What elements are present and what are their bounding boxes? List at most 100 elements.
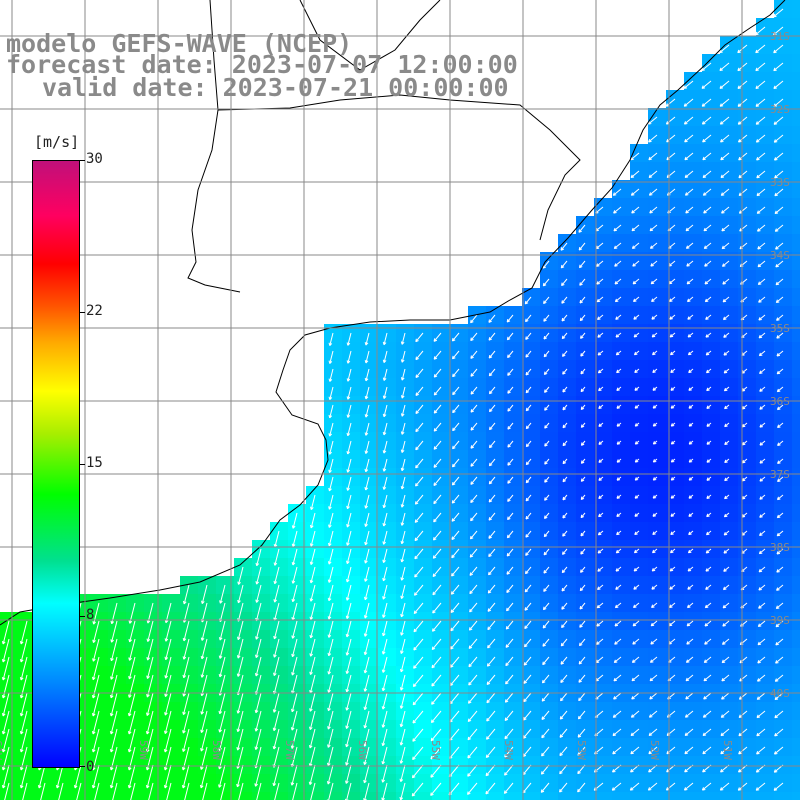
- wind-arrow-head: [614, 247, 618, 250]
- wind-arrow-head: [364, 578, 368, 582]
- wind-arrow-head: [703, 679, 708, 682]
- wind-arrow-head: [775, 662, 779, 664]
- wind-arrow: [722, 638, 730, 645]
- wind-arrow-head: [507, 427, 511, 430]
- wind-arrow-head: [400, 632, 404, 636]
- wind-arrow: [669, 296, 676, 302]
- wind-arrow-head: [580, 372, 584, 375]
- wind-arrow: [274, 782, 280, 800]
- wind-cell: [720, 198, 739, 217]
- wind-arrow-head: [562, 516, 566, 519]
- wind-arrow-head: [650, 247, 654, 249]
- wind-arrow: [274, 566, 280, 584]
- wind-arrow-head: [756, 176, 760, 179]
- wind-arrow-head: [164, 767, 168, 771]
- wind-cell: [720, 378, 739, 397]
- wind-arrow-head: [774, 212, 779, 215]
- wind-arrow: [415, 422, 424, 432]
- wind-arrow: [430, 746, 442, 760]
- wind-arrow: [507, 332, 514, 341]
- wind-cell: [738, 378, 757, 397]
- wind-cell: [612, 468, 631, 487]
- wind-cell: [612, 594, 631, 613]
- wind-arrow-head: [705, 318, 709, 320]
- wind-arrow: [702, 152, 712, 161]
- wind-arrow: [632, 242, 640, 249]
- wind-arrow: [383, 440, 388, 454]
- wind-arrow: [291, 764, 298, 786]
- wind-arrow: [525, 440, 532, 447]
- wind-cell: [486, 792, 505, 800]
- wind-arrow-head: [489, 464, 493, 467]
- wind-arrow-head: [755, 51, 759, 54]
- wind-cell: [630, 576, 649, 595]
- wind-arrow-head: [634, 569, 638, 572]
- wind-arrow-head: [617, 443, 621, 445]
- wind-arrow-head: [487, 628, 491, 631]
- wind-arrow-head: [757, 230, 761, 232]
- wind-arrow: [415, 386, 424, 396]
- wind-arrow: [110, 656, 118, 680]
- wind-cell: [648, 432, 667, 451]
- wind-arrow: [579, 638, 586, 647]
- wind-arrow: [705, 314, 712, 320]
- wind-arrow: [237, 620, 244, 640]
- wind-arrow: [452, 332, 460, 342]
- wind-arrow: [382, 656, 388, 673]
- wind-arrow-head: [489, 356, 493, 359]
- wind-arrow: [615, 314, 622, 320]
- wind-arrow-head: [327, 763, 331, 767]
- wind-arrow: [525, 458, 532, 466]
- wind-cell: [738, 216, 757, 235]
- wind-arrow-head: [507, 499, 511, 502]
- wind-arrow-head: [347, 506, 350, 510]
- wind-arrow-head: [616, 407, 621, 409]
- wind-cell: [648, 198, 667, 217]
- lon-label: 54W: [502, 740, 515, 760]
- wind-arrow-head: [507, 445, 511, 448]
- wind-arrow-head: [685, 194, 689, 196]
- wind-arrow-head: [774, 716, 778, 719]
- wind-arrow-head: [273, 728, 277, 732]
- wind-cell: [684, 288, 703, 307]
- wind-arrow: [633, 584, 640, 590]
- wind-arrow-head: [400, 779, 404, 783]
- wind-cell: [774, 180, 793, 199]
- wind-arrow: [684, 170, 694, 178]
- wind-arrow-head: [687, 318, 691, 320]
- wind-arrow-head: [757, 212, 761, 214]
- wind-arrow-head: [631, 194, 635, 196]
- wind-cell: [738, 558, 757, 577]
- wind-cell: [666, 540, 685, 559]
- lon-label: 58W: [210, 740, 223, 760]
- wind-arrow: [630, 746, 640, 755]
- wind-arrow-head: [706, 425, 710, 427]
- wind-arrow-head: [615, 336, 620, 338]
- wind-arrow-head: [412, 794, 416, 797]
- wind-arrow: [237, 746, 244, 769]
- wind-arrow: [273, 620, 280, 639]
- wind-cell: [720, 468, 739, 487]
- wind-arrow: [741, 368, 748, 374]
- wind-arrow: [487, 602, 496, 612]
- wind-arrow-head: [430, 757, 435, 760]
- wind-arrow: [401, 584, 406, 599]
- wind-cell: [36, 792, 55, 800]
- wind-arrow-head: [110, 676, 114, 680]
- wind-arrow-head: [525, 553, 529, 556]
- wind-arrow-head: [470, 339, 474, 342]
- wind-arrow-head: [616, 515, 620, 517]
- wind-arrow-head: [347, 487, 350, 491]
- wind-arrow: [413, 620, 424, 633]
- wind-arrow: [719, 80, 730, 89]
- wind-arrow: [274, 602, 280, 621]
- wind-arrow: [775, 602, 784, 609]
- wind-cell: [648, 504, 667, 523]
- wind-arrow-head: [630, 176, 635, 179]
- wind-arrow-head: [544, 444, 548, 447]
- wind-arrow-head: [670, 515, 675, 517]
- wind-arrow-head: [686, 265, 690, 267]
- wind-cell: [630, 216, 649, 235]
- wind-cell: [630, 288, 649, 307]
- wind-arrow-head: [616, 479, 621, 481]
